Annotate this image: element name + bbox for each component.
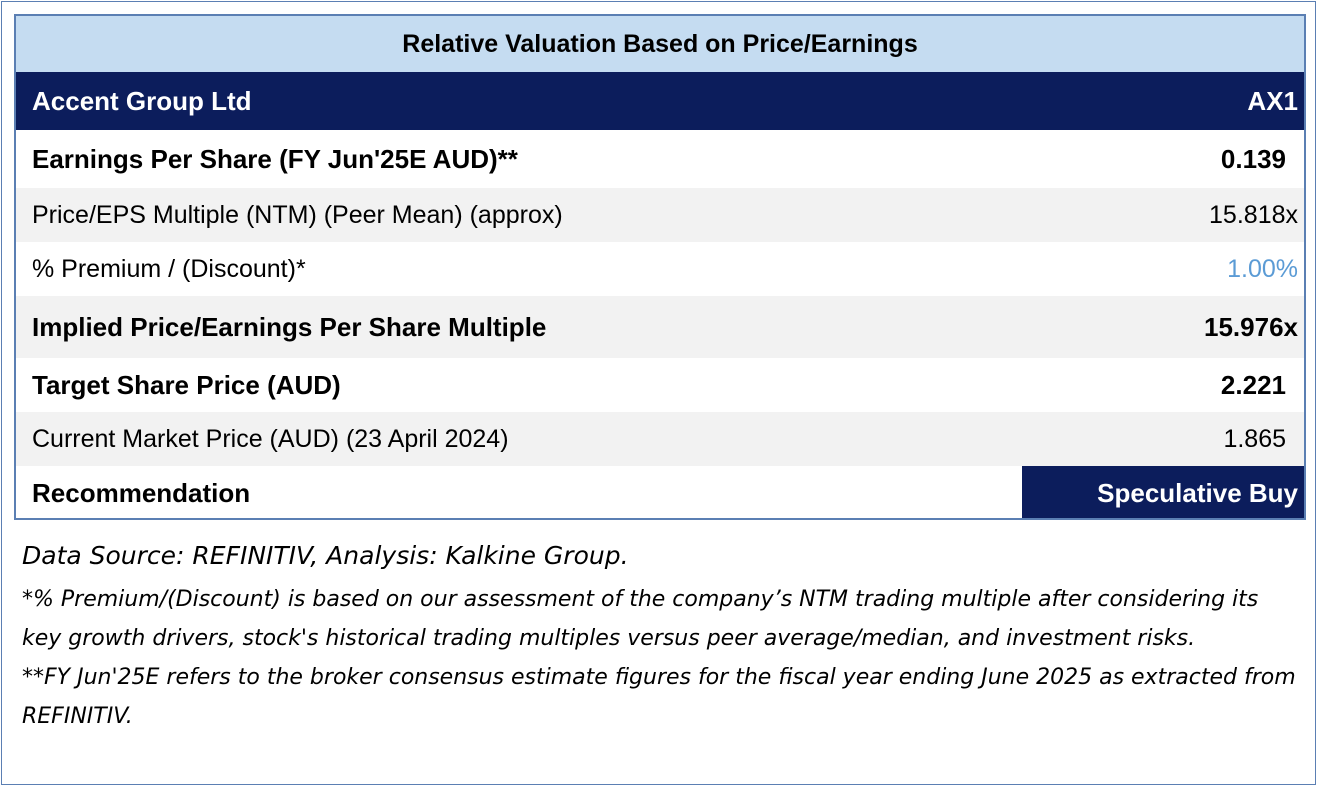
- ticker: AX1: [1247, 85, 1298, 116]
- row-value: 0.139: [1220, 143, 1286, 174]
- table-row-premium: % Premium / (Discount)* 1.00%: [16, 242, 1304, 296]
- row-value: 1.00%: [1227, 254, 1298, 283]
- table-title: Relative Valuation Based on Price/Earnin…: [16, 16, 1304, 72]
- row-value: 15.818x: [1209, 200, 1298, 229]
- row-value: 15.976x: [1204, 311, 1298, 342]
- row-label: Current Market Price (AUD) (23 April 202…: [32, 424, 509, 453]
- row-label: Target Share Price (AUD): [32, 369, 341, 400]
- row-label: % Premium / (Discount)*: [32, 254, 306, 283]
- table-row-market-price: Current Market Price (AUD) (23 April 202…: [16, 412, 1304, 466]
- row-label: Price/EPS Multiple (NTM) (Peer Mean) (ap…: [32, 200, 563, 229]
- valuation-table: Relative Valuation Based on Price/Earnin…: [14, 14, 1306, 520]
- recommendation-label: Recommendation: [32, 477, 251, 508]
- table-row-pe-multiple: Price/EPS Multiple (NTM) (Peer Mean) (ap…: [16, 188, 1304, 242]
- footnotes: Data Source: REFINITIV, Analysis: Kalkin…: [22, 532, 1302, 736]
- row-value: 2.221: [1220, 369, 1286, 400]
- recommendation-badge: Speculative Buy: [1022, 466, 1304, 518]
- table-row-target-price: Target Share Price (AUD) 2.221: [16, 358, 1304, 412]
- table-row-implied-multiple: Implied Price/Earnings Per Share Multipl…: [16, 296, 1304, 358]
- row-label: Earnings Per Share (FY Jun'25E AUD)**: [32, 143, 518, 174]
- fy-estimate-footnote: **FY Jun'25E refers to the broker consen…: [22, 665, 1296, 729]
- row-value: 1.865: [1223, 424, 1286, 453]
- premium-discount-footnote: *% Premium/(Discount) is based on our as…: [22, 587, 1259, 651]
- row-label: Implied Price/Earnings Per Share Multipl…: [32, 311, 547, 342]
- recommendation-value: Speculative Buy: [1097, 477, 1298, 508]
- table-row-eps: Earnings Per Share (FY Jun'25E AUD)** 0.…: [16, 130, 1304, 188]
- company-name: Accent Group Ltd: [32, 85, 252, 116]
- table-row-recommendation: Recommendation Speculative Buy: [16, 466, 1304, 518]
- company-header-row: Accent Group Ltd AX1: [16, 72, 1304, 130]
- data-source-note: Data Source: REFINITIV, Analysis: Kalkin…: [22, 541, 629, 570]
